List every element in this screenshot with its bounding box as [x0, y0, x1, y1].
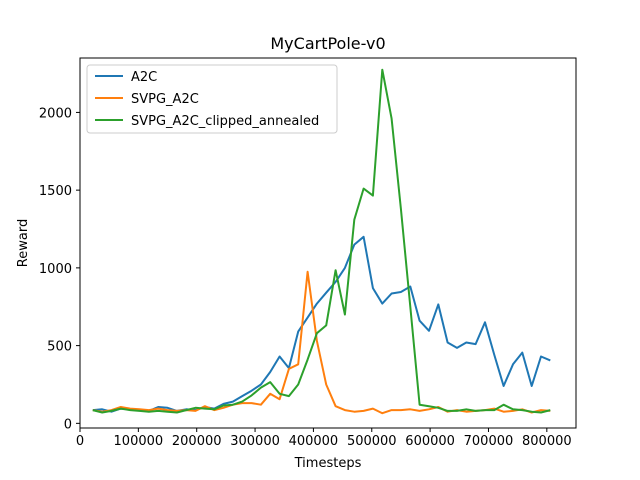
x-tick-label: 500000: [347, 434, 397, 449]
x-tick-label: 200000: [172, 434, 222, 449]
y-axis-label: Reward: [16, 219, 31, 267]
legend-label-3: SVPG_A2C_clipped_annealed: [131, 114, 319, 129]
x-tick-label: 400000: [289, 434, 339, 449]
y-axis: 0 500 1000 1500 2000: [39, 106, 80, 432]
chart-title: MyCartPole-v0: [270, 34, 385, 53]
legend: A2C SVPG_A2C SVPG_A2C_clipped_annealed: [86, 64, 338, 134]
x-tick-label: 100000: [114, 434, 164, 449]
x-tick-label: 600000: [405, 434, 455, 449]
plot-frame: [79, 57, 577, 429]
y-tick-label: 1000: [39, 262, 72, 277]
legend-label-1: A2C: [131, 70, 157, 85]
x-axis-label: Timesteps: [294, 456, 362, 471]
legend-box: [86, 64, 338, 134]
x-tick-label: 700000: [464, 434, 514, 449]
x-tick-label: 300000: [230, 434, 280, 449]
y-tick-label: 1500: [39, 184, 72, 199]
series-lines: [92, 68, 551, 415]
y-tick-label: 500: [47, 340, 72, 355]
y-tick-label: 0: [64, 417, 72, 432]
x-tick-label: 800000: [522, 434, 572, 449]
series-line-1: [92, 235, 551, 413]
x-tick-label: 0: [76, 434, 84, 449]
legend-label-2: SVPG_A2C: [131, 92, 199, 107]
x-axis: 0 100000 200000 300000 400000 500000 600000 700…: [76, 428, 572, 449]
series-line-3: [92, 68, 551, 414]
y-tick-label: 2000: [39, 106, 72, 121]
